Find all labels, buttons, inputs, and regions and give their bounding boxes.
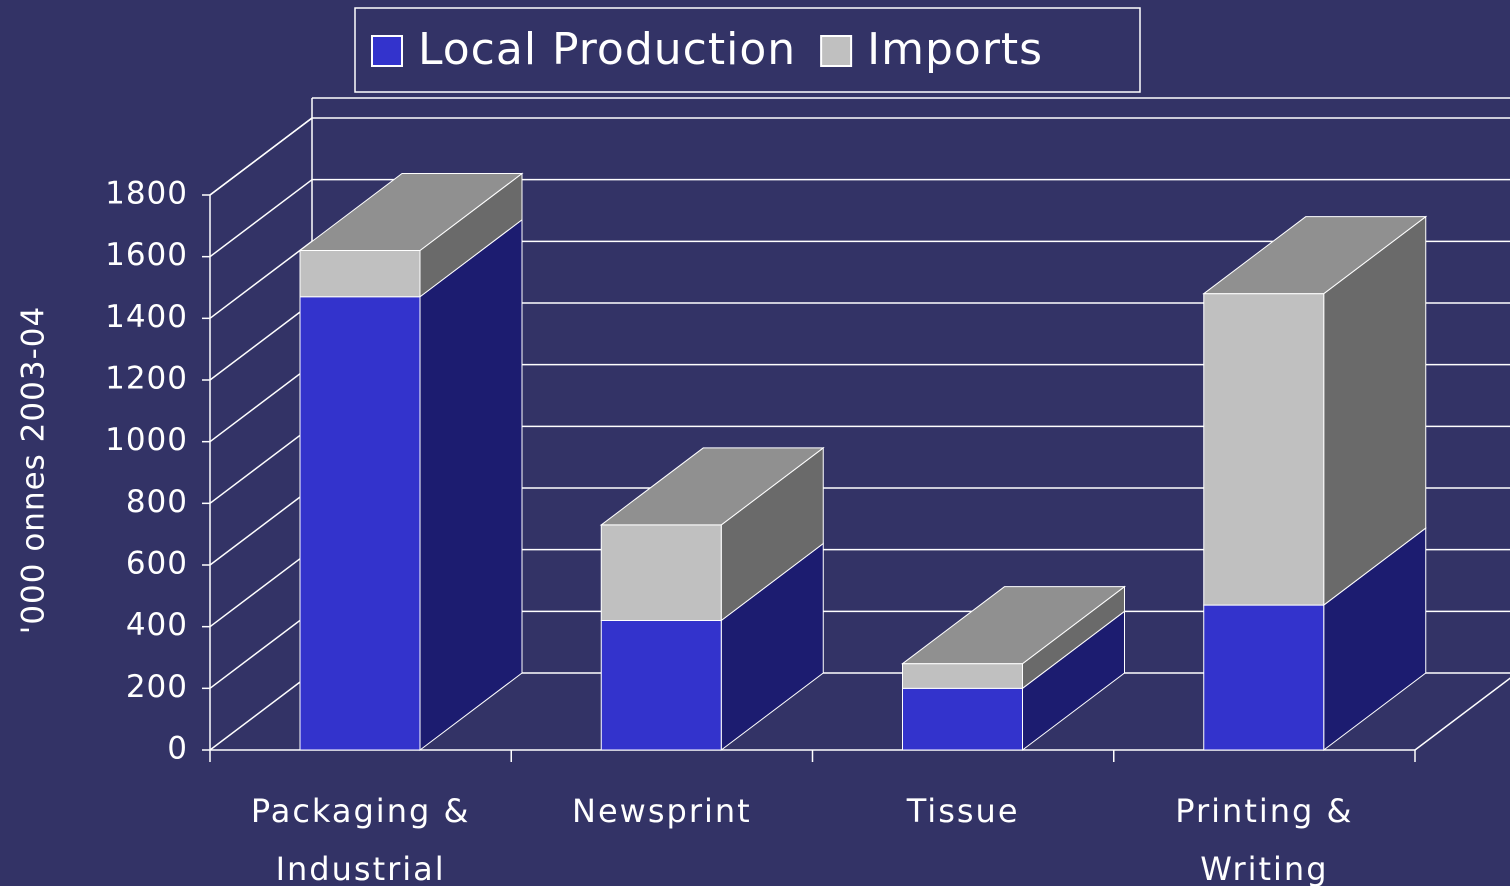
- grid-line: [209, 240, 313, 319]
- grid-line: [209, 487, 313, 566]
- grid-line: [209, 610, 313, 689]
- grid-line: [209, 549, 313, 628]
- y-tick-label: 800: [126, 484, 188, 520]
- y-tick-label: 1000: [105, 422, 188, 458]
- bar-top: [599, 447, 825, 526]
- y-tick-label: 600: [126, 546, 188, 582]
- legend-label: Imports: [867, 24, 1043, 75]
- bar-top: [1202, 216, 1428, 295]
- legend-swatch: [371, 35, 403, 67]
- bar: [902, 663, 1023, 689]
- y-tick-label: 1600: [105, 237, 188, 273]
- bar: [1203, 293, 1325, 606]
- y-tick-label: 1200: [105, 361, 188, 397]
- bar-top: [901, 586, 1126, 665]
- x-tick-label: Newsprint: [572, 792, 752, 830]
- x-tick-label: Printing & Writing: [1175, 792, 1354, 886]
- legend-swatch: [820, 35, 853, 67]
- grid-line: [209, 117, 313, 196]
- bar: [600, 620, 722, 751]
- floor-right: [1414, 677, 1510, 751]
- y-tick-label: 1800: [105, 176, 188, 212]
- bar: [902, 687, 1023, 751]
- bar-side: [419, 218, 523, 752]
- bar: [299, 250, 421, 298]
- grid-line: [209, 672, 313, 751]
- grid-line: [209, 179, 313, 258]
- bar: [299, 296, 421, 751]
- y-tick-label: 1400: [105, 299, 188, 335]
- bar: [1203, 604, 1325, 751]
- grid-line: [209, 364, 313, 443]
- x-tick-label: Packaging & Industrial: [250, 792, 471, 886]
- bar-top: [298, 173, 524, 251]
- grid-line: [209, 425, 313, 504]
- y-axis-label: '000 onnes 2003-04: [16, 306, 52, 634]
- grid-line: [209, 302, 313, 381]
- legend-label: Local Production: [418, 24, 796, 75]
- bar: [600, 524, 722, 622]
- y-tick-label: 0: [167, 731, 188, 767]
- legend-box: [354, 7, 1141, 93]
- x-tick-label: Tissue: [906, 792, 1020, 830]
- y-tick-label: 400: [126, 607, 188, 643]
- y-tick-label: 200: [126, 669, 188, 705]
